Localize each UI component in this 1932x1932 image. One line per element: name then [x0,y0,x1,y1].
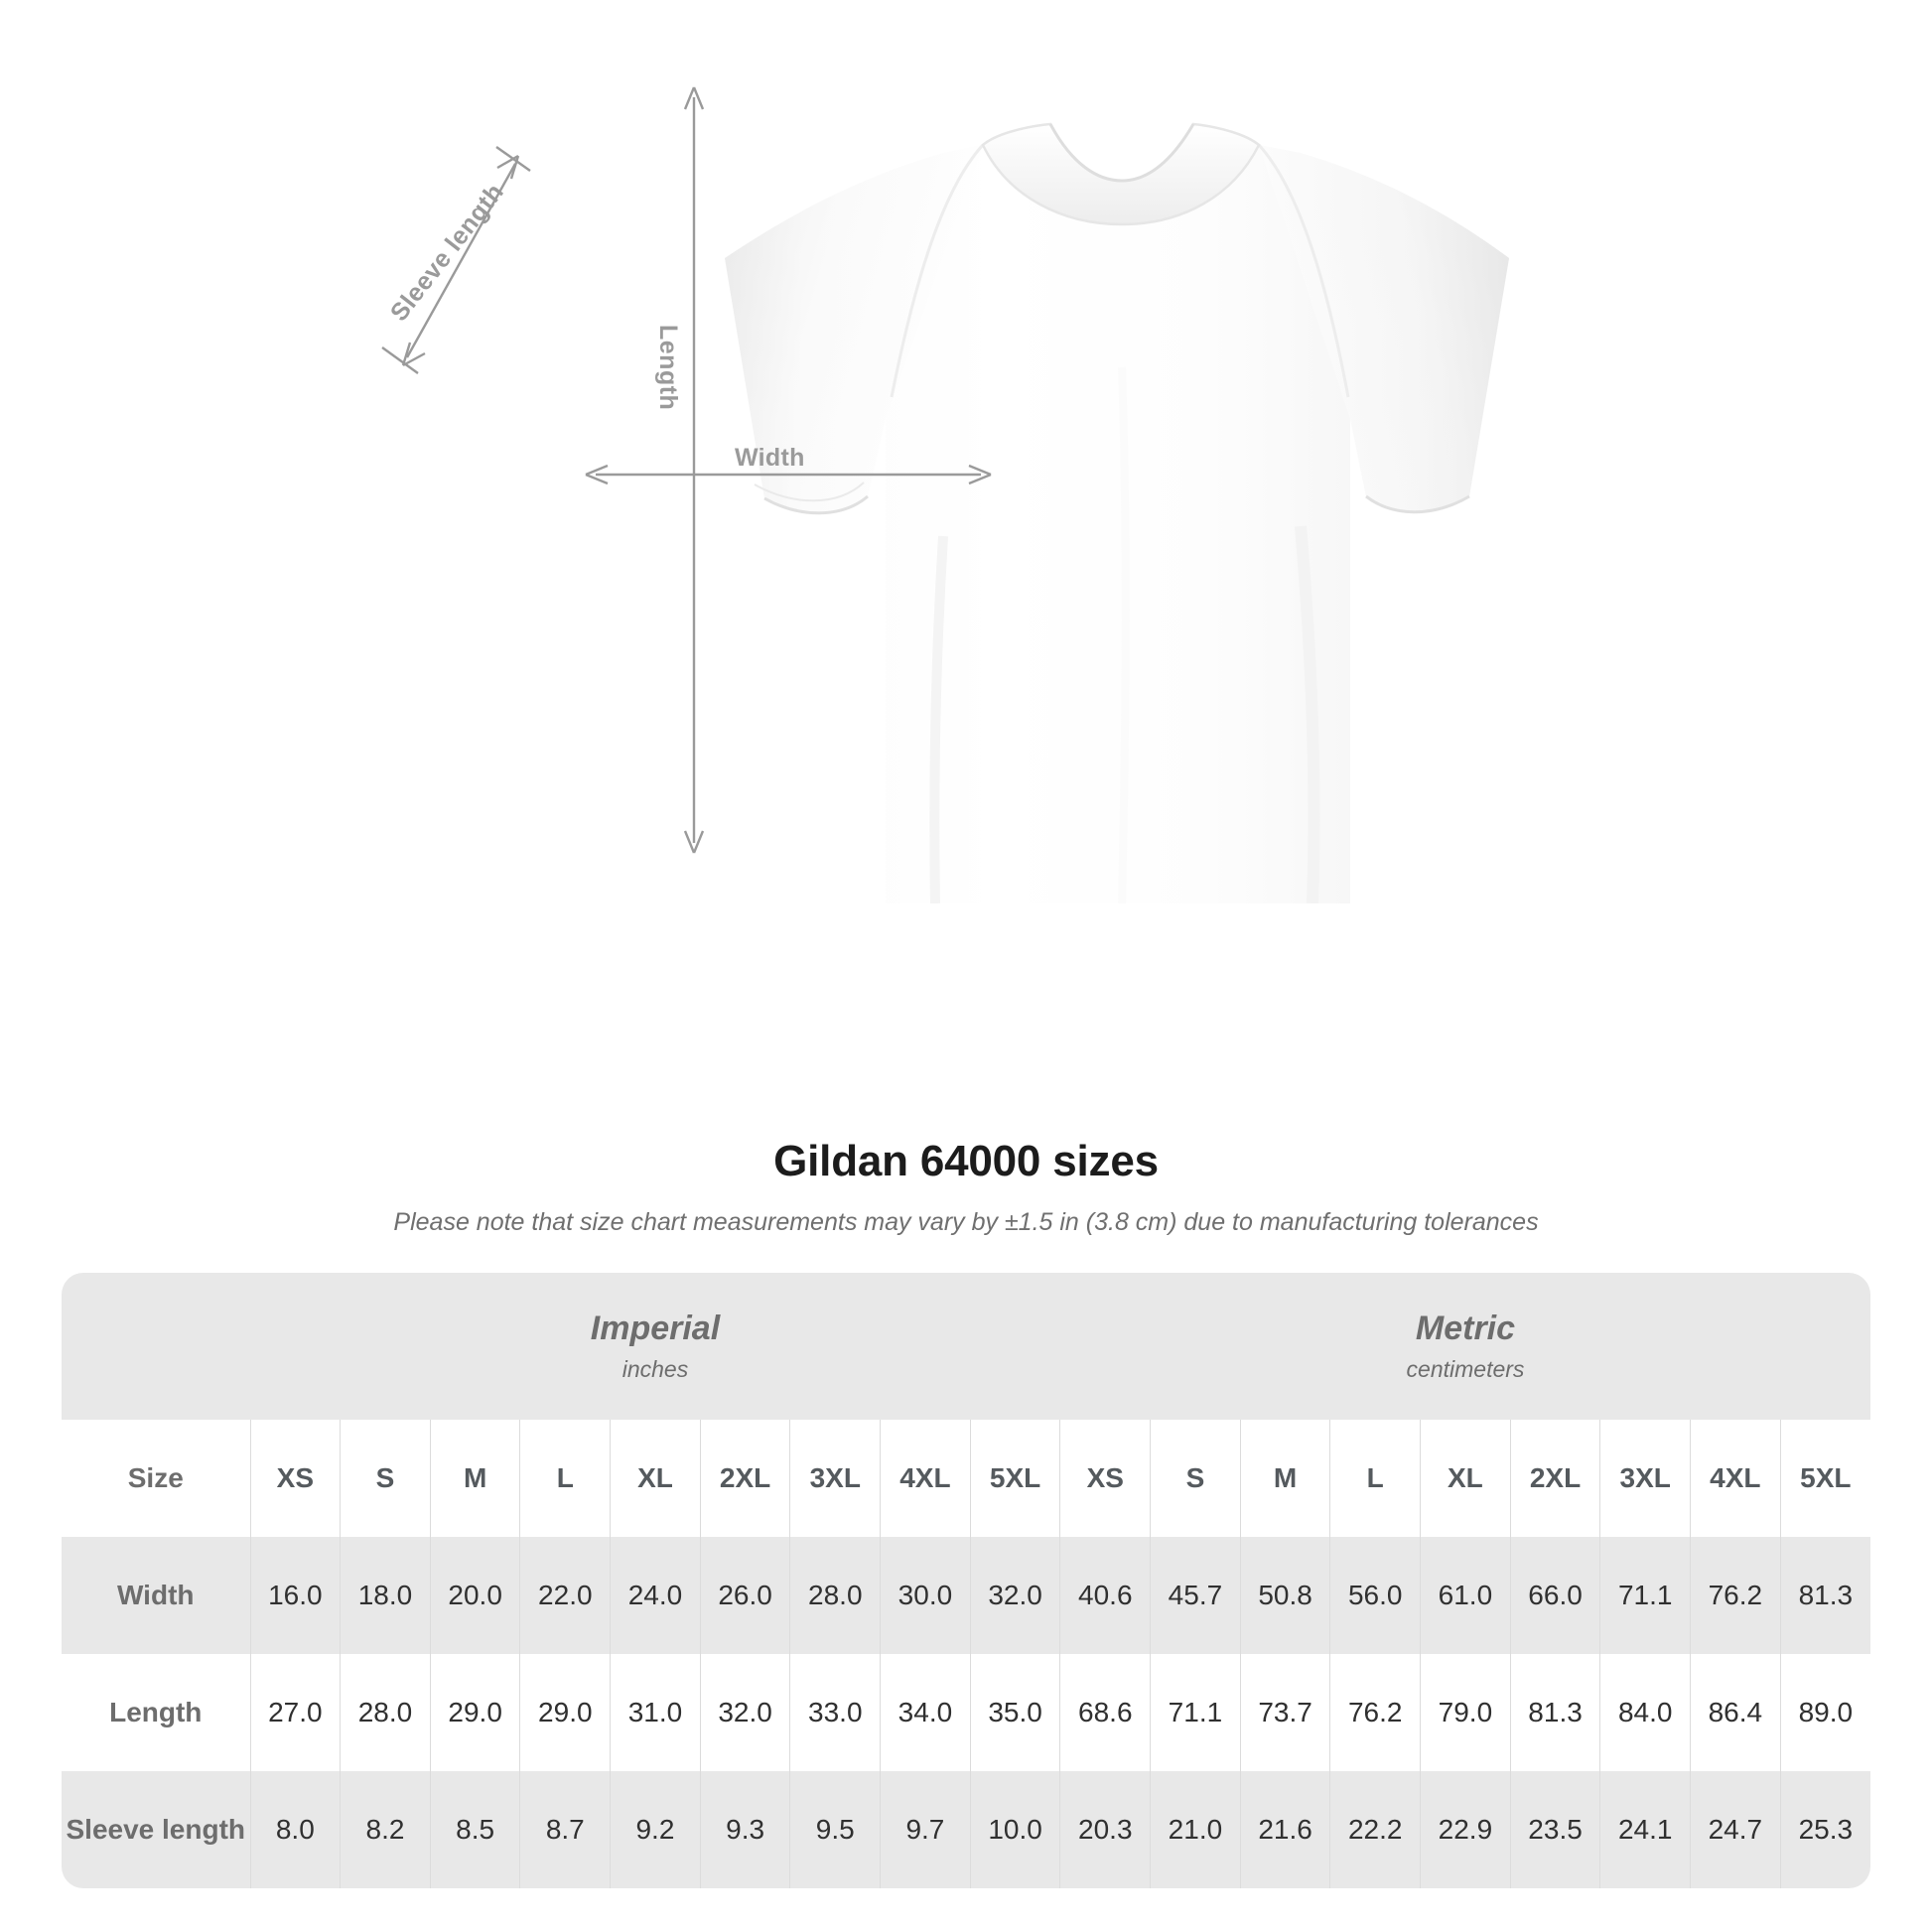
column-header-xl-imperial: XL [610,1420,701,1537]
cell-width-11: 50.8 [1239,1537,1330,1654]
cell-sleeve-4: 9.2 [610,1771,701,1888]
unit-group-metric: Metric centimeters [1059,1273,1870,1420]
cell-width-7: 30.0 [880,1537,971,1654]
column-header-3xl-imperial: 3XL [789,1420,881,1537]
cell-width-12: 56.0 [1329,1537,1421,1654]
row-label-sleeve-length: Sleeve length [62,1771,250,1888]
column-header-xs-metric: XS [1059,1420,1151,1537]
unit-group-metric-sub: centimeters [1406,1356,1525,1383]
cell-length-5: 32.0 [699,1654,790,1771]
cell-length-3: 29.0 [519,1654,611,1771]
column-header-3xl-metric: 3XL [1599,1420,1691,1537]
table-row-sleeve-length: Sleeve length 8.0 8.2 8.5 8.7 9.2 9.3 9.… [62,1771,1870,1888]
unit-group-row: Imperial inches Metric centimeters [62,1273,1870,1420]
row-label-length: Length [62,1654,250,1771]
column-header-l-metric: L [1329,1420,1421,1537]
cell-sleeve-2: 8.5 [429,1771,520,1888]
cell-width-13: 61.0 [1420,1537,1511,1654]
cell-length-11: 73.7 [1239,1654,1330,1771]
row-label-size: Size [62,1420,250,1537]
cell-sleeve-12: 22.2 [1329,1771,1421,1888]
cell-length-17: 89.0 [1779,1654,1870,1771]
tshirt-image [427,69,1509,903]
cell-sleeve-5: 9.3 [699,1771,790,1888]
cell-length-9: 68.6 [1059,1654,1151,1771]
size-table: Imperial inches Metric centimeters Size … [62,1273,1870,1888]
column-header-s-metric: S [1150,1420,1241,1537]
column-header-xl-metric: XL [1420,1420,1511,1537]
cell-sleeve-8: 10.0 [969,1771,1060,1888]
unit-corner-cell [62,1273,250,1420]
cell-width-1: 18.0 [340,1537,431,1654]
column-header-2xl-imperial: 2XL [699,1420,790,1537]
cell-width-2: 20.0 [429,1537,520,1654]
cell-width-16: 76.2 [1690,1537,1781,1654]
cell-width-15: 71.1 [1599,1537,1691,1654]
cell-width-3: 22.0 [519,1537,611,1654]
cell-length-14: 81.3 [1509,1654,1600,1771]
cell-sleeve-1: 8.2 [340,1771,431,1888]
chart-header: Gildan 64000 sizes Please note that size… [0,1137,1932,1237]
cell-length-4: 31.0 [610,1654,701,1771]
column-header-l-imperial: L [519,1420,611,1537]
column-header-5xl-metric: 5XL [1779,1420,1870,1537]
cell-width-17: 81.3 [1779,1537,1870,1654]
cell-length-13: 79.0 [1420,1654,1511,1771]
unit-group-imperial: Imperial inches [250,1273,1060,1420]
row-label-width: Width [62,1537,250,1654]
cell-sleeve-3: 8.7 [519,1771,611,1888]
cell-length-2: 29.0 [429,1654,520,1771]
tolerance-note: Please note that size chart measurements… [393,1208,1539,1236]
cell-sleeve-16: 24.7 [1690,1771,1781,1888]
cell-width-4: 24.0 [610,1537,701,1654]
cell-length-12: 76.2 [1329,1654,1421,1771]
cell-width-9: 40.6 [1059,1537,1151,1654]
table-header-row: Size XS S M L XL 2XL 3XL 4XL 5XL XS S M … [62,1420,1870,1537]
page-title: Gildan 64000 sizes [773,1137,1159,1185]
cell-width-10: 45.7 [1150,1537,1241,1654]
cell-sleeve-15: 24.1 [1599,1771,1691,1888]
cell-sleeve-6: 9.5 [789,1771,881,1888]
tshirt-diagram: Sleeve length Length Width [381,69,1509,903]
column-header-2xl-metric: 2XL [1509,1420,1600,1537]
column-header-m-metric: M [1239,1420,1330,1537]
cell-length-0: 27.0 [249,1654,341,1771]
cell-sleeve-7: 9.7 [880,1771,971,1888]
cell-width-0: 16.0 [249,1537,341,1654]
cell-width-14: 66.0 [1509,1537,1600,1654]
column-header-m-imperial: M [429,1420,520,1537]
cell-width-5: 26.0 [699,1537,790,1654]
cell-width-8: 32.0 [969,1537,1060,1654]
cell-length-16: 86.4 [1690,1654,1781,1771]
cell-length-7: 34.0 [880,1654,971,1771]
unit-group-imperial-name: Imperial [590,1309,721,1347]
column-header-s-imperial: S [340,1420,431,1537]
cell-length-1: 28.0 [340,1654,431,1771]
table-row-width: Width 16.0 18.0 20.0 22.0 24.0 26.0 28.0… [62,1537,1870,1654]
cell-sleeve-9: 20.3 [1059,1771,1151,1888]
column-header-4xl-metric: 4XL [1690,1420,1781,1537]
unit-group-imperial-sub: inches [621,1356,689,1383]
cell-sleeve-13: 22.9 [1420,1771,1511,1888]
cell-sleeve-0: 8.0 [249,1771,341,1888]
column-header-5xl-imperial: 5XL [969,1420,1060,1537]
cell-length-8: 35.0 [969,1654,1060,1771]
cell-width-6: 28.0 [789,1537,881,1654]
cell-sleeve-17: 25.3 [1779,1771,1870,1888]
cell-sleeve-11: 21.6 [1239,1771,1330,1888]
cell-sleeve-10: 21.0 [1150,1771,1241,1888]
cell-length-15: 84.0 [1599,1654,1691,1771]
table-row-length: Length 27.0 28.0 29.0 29.0 31.0 32.0 33.… [62,1654,1870,1771]
cell-length-10: 71.1 [1150,1654,1241,1771]
unit-group-metric-name: Metric [1415,1309,1516,1347]
tshirt-illustration-icon [725,122,1509,903]
cell-length-6: 33.0 [789,1654,881,1771]
column-header-4xl-imperial: 4XL [880,1420,971,1537]
size-table-container: Imperial inches Metric centimeters Size … [62,1273,1870,1888]
column-header-xs-imperial: XS [249,1420,341,1537]
cell-sleeve-14: 23.5 [1509,1771,1600,1888]
